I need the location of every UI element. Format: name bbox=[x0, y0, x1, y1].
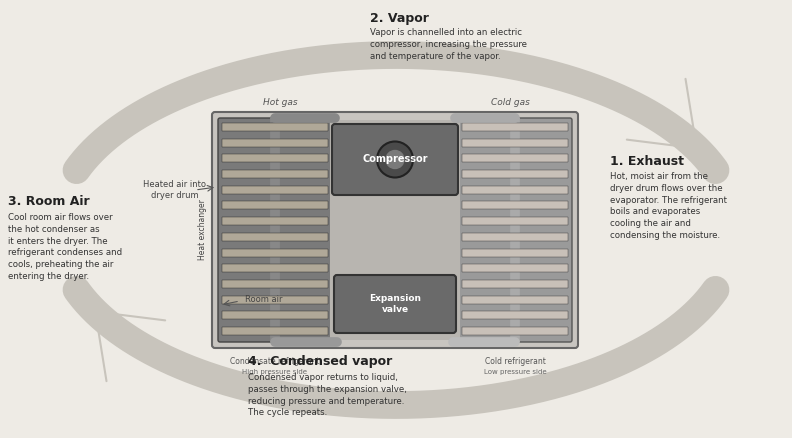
Bar bbox=[222, 280, 328, 288]
Bar bbox=[222, 217, 328, 225]
Text: Vapor is channelled into an electric
compressor, increasing the pressure
and tem: Vapor is channelled into an electric com… bbox=[370, 28, 527, 60]
Bar bbox=[330, 120, 460, 340]
FancyBboxPatch shape bbox=[212, 112, 578, 348]
Text: Condensate refrigerant: Condensate refrigerant bbox=[230, 357, 320, 366]
Bar bbox=[462, 186, 568, 194]
Bar bbox=[222, 123, 328, 131]
Bar bbox=[222, 154, 328, 162]
FancyBboxPatch shape bbox=[332, 124, 458, 195]
Text: Heated air into
dryer drum: Heated air into dryer drum bbox=[143, 180, 207, 200]
Bar bbox=[462, 201, 568, 209]
Text: High pressure side: High pressure side bbox=[242, 369, 307, 375]
Bar bbox=[462, 154, 568, 162]
Circle shape bbox=[377, 141, 413, 177]
Text: Condensed vapor returns to liquid,
passes through the expansion valve,
reducing : Condensed vapor returns to liquid, passe… bbox=[248, 373, 407, 417]
Text: Room air: Room air bbox=[245, 296, 283, 304]
Text: Expansion
valve: Expansion valve bbox=[369, 294, 421, 314]
Bar bbox=[222, 233, 328, 241]
FancyBboxPatch shape bbox=[458, 118, 572, 342]
Bar bbox=[462, 280, 568, 288]
Bar bbox=[462, 139, 568, 147]
Bar bbox=[222, 264, 328, 272]
Bar bbox=[222, 139, 328, 147]
Text: 2. Vapor: 2. Vapor bbox=[370, 12, 429, 25]
Bar bbox=[462, 217, 568, 225]
Text: Heat exchanger: Heat exchanger bbox=[199, 200, 208, 261]
Bar bbox=[462, 248, 568, 257]
Text: Hot gas: Hot gas bbox=[263, 98, 297, 107]
Circle shape bbox=[386, 151, 404, 169]
Bar bbox=[222, 186, 328, 194]
Text: 3. Room Air: 3. Room Air bbox=[8, 195, 89, 208]
Bar bbox=[462, 170, 568, 178]
Bar bbox=[222, 311, 328, 319]
Bar bbox=[462, 327, 568, 335]
Text: Compressor: Compressor bbox=[362, 155, 428, 165]
Text: Cold gas: Cold gas bbox=[490, 98, 529, 107]
Bar bbox=[462, 311, 568, 319]
Bar bbox=[222, 170, 328, 178]
Bar bbox=[462, 264, 568, 272]
FancyBboxPatch shape bbox=[218, 118, 332, 342]
Text: Hot, moist air from the
dryer drum flows over the
evaporator. The refrigerant
bo: Hot, moist air from the dryer drum flows… bbox=[610, 172, 727, 240]
Bar bbox=[222, 248, 328, 257]
Bar bbox=[222, 296, 328, 304]
Text: Cold refrigerant: Cold refrigerant bbox=[485, 357, 546, 366]
Text: Low pressure side: Low pressure side bbox=[484, 369, 546, 375]
Text: 1. Exhaust: 1. Exhaust bbox=[610, 155, 684, 168]
Bar bbox=[462, 296, 568, 304]
FancyBboxPatch shape bbox=[334, 275, 456, 333]
Bar bbox=[462, 123, 568, 131]
Bar bbox=[222, 327, 328, 335]
Text: Cool room air flows over
the hot condenser as
it enters the dryer. The
refrigera: Cool room air flows over the hot condens… bbox=[8, 213, 122, 281]
Bar bbox=[222, 201, 328, 209]
Bar bbox=[462, 233, 568, 241]
Text: 4.  Condensed vapor: 4. Condensed vapor bbox=[248, 355, 392, 368]
